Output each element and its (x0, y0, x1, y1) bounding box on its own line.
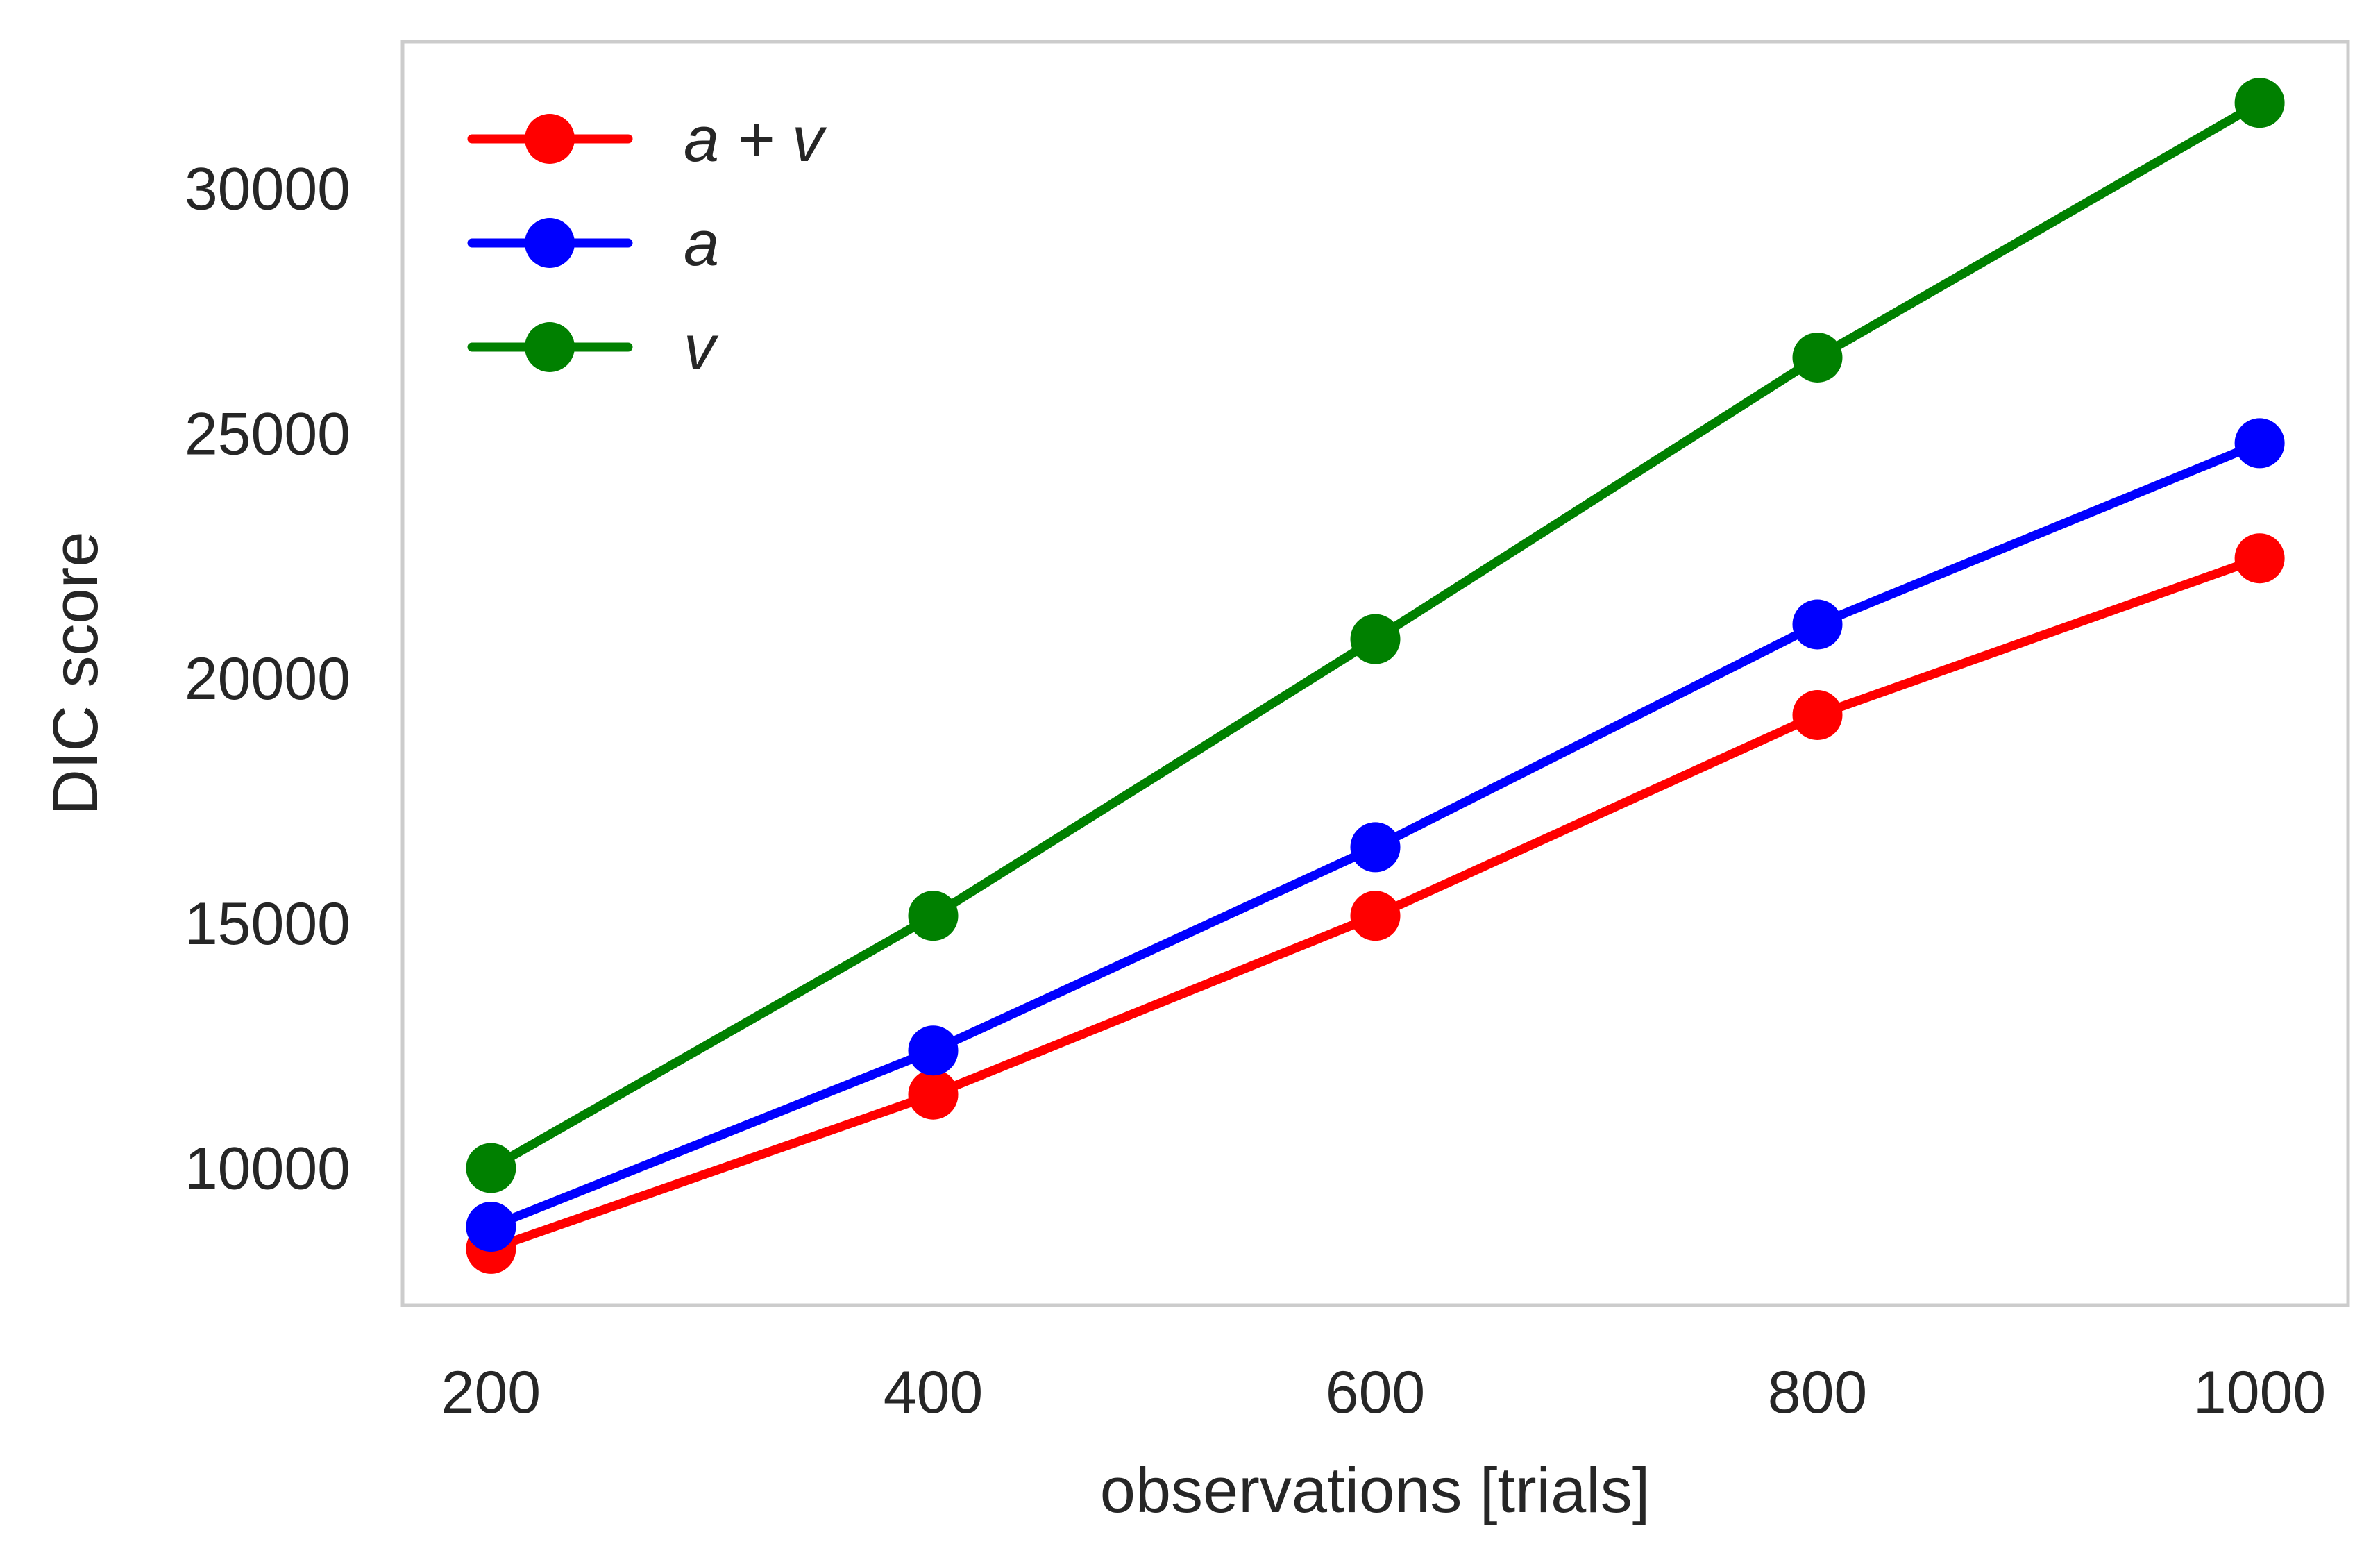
data-point (2234, 533, 2285, 584)
data-point (908, 891, 959, 941)
data-point (466, 1143, 516, 1193)
x-axis-title: observations [trials] (1100, 1455, 1651, 1526)
legend-entry: v (467, 312, 719, 383)
data-point (1792, 599, 1843, 650)
series-layer (466, 78, 2285, 1274)
data-point (1792, 333, 1843, 383)
data-point (2234, 78, 2285, 128)
data-point (1350, 891, 1401, 941)
x-tick-label: 1000 (2193, 1359, 2326, 1426)
data-point (2234, 418, 2285, 469)
x-tick-label: 400 (884, 1359, 984, 1426)
legend-swatch-marker (525, 218, 575, 268)
data-point (908, 1025, 959, 1076)
y-tick-labels: 10000 15000 20000 25000 30000 (185, 156, 351, 1202)
data-point (466, 1202, 516, 1252)
legend-entry: a + v (467, 104, 827, 175)
y-axis-title: DIC score (40, 532, 111, 816)
y-tick-label: 10000 (185, 1136, 351, 1202)
plot-frame (400, 40, 2350, 1307)
series-2 (466, 418, 2285, 1252)
legend: a + v av (467, 104, 827, 383)
legend-swatch-marker (525, 322, 575, 372)
x-tick-label: 600 (1326, 1359, 1426, 1426)
legend-entry: a (467, 208, 719, 279)
data-point (1792, 690, 1843, 740)
series-3 (466, 78, 2285, 1193)
legend-label: a (684, 208, 719, 279)
legend-swatch-marker (525, 114, 575, 164)
x-tick-labels: 200 400 600 800 1000 (441, 1359, 2327, 1426)
x-tick-label: 200 (441, 1359, 541, 1426)
data-point (1350, 614, 1401, 664)
y-tick-label: 20000 (185, 646, 351, 712)
data-point (908, 1069, 959, 1120)
data-point (1350, 822, 1401, 873)
y-tick-label: 25000 (185, 401, 351, 467)
x-tick-label: 800 (1768, 1359, 1868, 1426)
legend-label: v (684, 312, 719, 383)
y-tick-label: 30000 (185, 156, 351, 223)
legend-label: a + v (684, 104, 827, 175)
y-tick-label: 15000 (185, 891, 351, 957)
